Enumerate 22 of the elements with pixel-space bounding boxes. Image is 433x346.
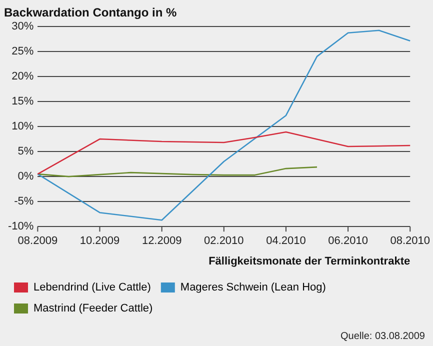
x-tick-label: 04.2010 xyxy=(266,235,306,248)
x-tick-label: 06.2010 xyxy=(328,235,368,248)
y-tick-label: -10% xyxy=(8,220,34,233)
y-tick-label: -5% xyxy=(14,196,34,208)
y-tick-label: 10% xyxy=(12,120,34,133)
x-tick-label: 12.2009 xyxy=(142,235,182,248)
source-note: Quelle: 03.08.2009 xyxy=(340,331,425,342)
x-tick-label: 10.2009 xyxy=(80,235,120,248)
y-tick-label: 15% xyxy=(12,96,34,108)
y-tick-label: 30% xyxy=(12,20,34,32)
y-tick-label: 5% xyxy=(18,146,34,158)
x-axis-title: Fälligkeitsmonate der Terminkontrakte xyxy=(208,255,410,268)
legend-label: Mastrind (Feeder Cattle) xyxy=(34,302,153,315)
y-tick-label: 25% xyxy=(12,45,34,58)
x-tick-label: 02.2010 xyxy=(204,235,244,248)
x-tick-label: 08.2010 xyxy=(390,235,430,248)
legend-label: Mageres Schwein (Lean Hog) xyxy=(180,282,326,294)
y-tick-label: 0% xyxy=(18,170,34,183)
chart-title: Backwardation Contango in % xyxy=(4,6,178,20)
y-tick-label: 20% xyxy=(12,70,34,82)
x-tick-label: 08.2009 xyxy=(18,235,58,248)
legend-label: Lebendrind (Live Cattle) xyxy=(34,282,151,294)
